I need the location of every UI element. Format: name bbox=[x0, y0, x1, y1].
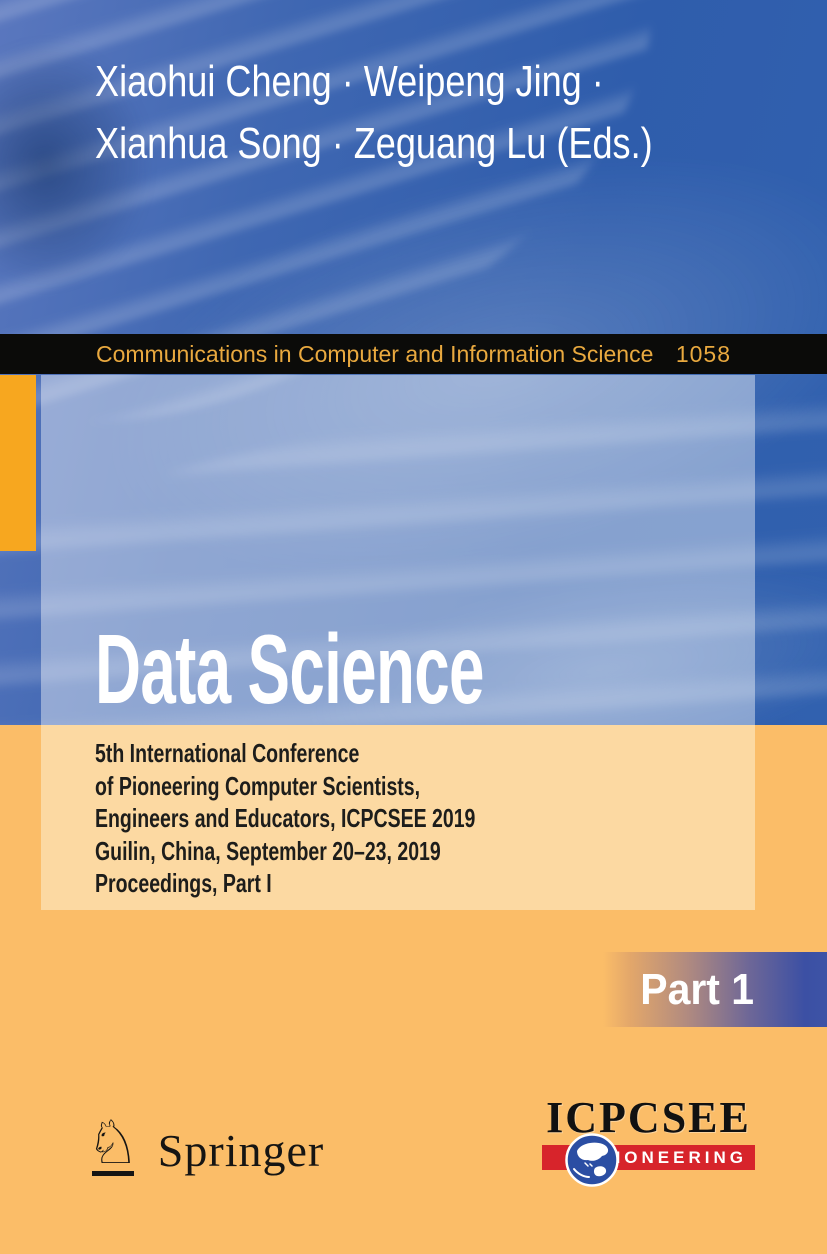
authors-line-2: Xianhua Song · Zeguang Lu (Eds.) bbox=[95, 119, 653, 168]
conference-acronym: ICPCSEE bbox=[546, 1093, 751, 1142]
part-badge-label: Part 1 bbox=[640, 964, 754, 1014]
authors-line-1: Xiaohui Cheng · Weipeng Jing · bbox=[95, 57, 604, 106]
springer-knight-icon: ♘ bbox=[86, 1108, 140, 1178]
publisher-name: Springer bbox=[157, 1125, 325, 1176]
knight-base-bar bbox=[91, 1171, 134, 1176]
subtitle-line: Guilin, China, September 20–23, 2019 bbox=[95, 835, 441, 866]
part-badge: Part 1 bbox=[603, 952, 827, 1027]
conference-logo: ICPCSEE PIONEERING bbox=[542, 1093, 755, 1187]
globe-icon bbox=[565, 1133, 619, 1187]
spine-accent-tab bbox=[0, 375, 36, 551]
series-banner: Communications in Computer and Informati… bbox=[0, 334, 827, 374]
subtitle-line: Proceedings, Part I bbox=[95, 868, 272, 898]
subtitle-line: 5th International Conference bbox=[95, 738, 360, 768]
authors-block: Xiaohui Cheng · Weipeng Jing · Xianhua S… bbox=[95, 51, 653, 175]
book-title: Data Science bbox=[95, 614, 484, 724]
knight-glyph: ♘ bbox=[86, 1108, 140, 1178]
subtitle-panel bbox=[41, 725, 755, 910]
series-name: Communications in Computer and Informati… bbox=[96, 340, 654, 367]
title-panel bbox=[41, 375, 755, 725]
subtitle-line: of Pioneering Computer Scientists, bbox=[95, 770, 421, 801]
book-subtitle: 5th International Conference of Pioneeri… bbox=[95, 737, 475, 900]
pioneering-label: PIONEERING bbox=[600, 1147, 747, 1167]
subtitle-line: Engineers and Educators, ICPCSEE 2019 bbox=[95, 803, 476, 833]
publisher-logo: ♘ Springer bbox=[86, 1108, 325, 1178]
series-volume-number: 1058 bbox=[675, 340, 731, 367]
